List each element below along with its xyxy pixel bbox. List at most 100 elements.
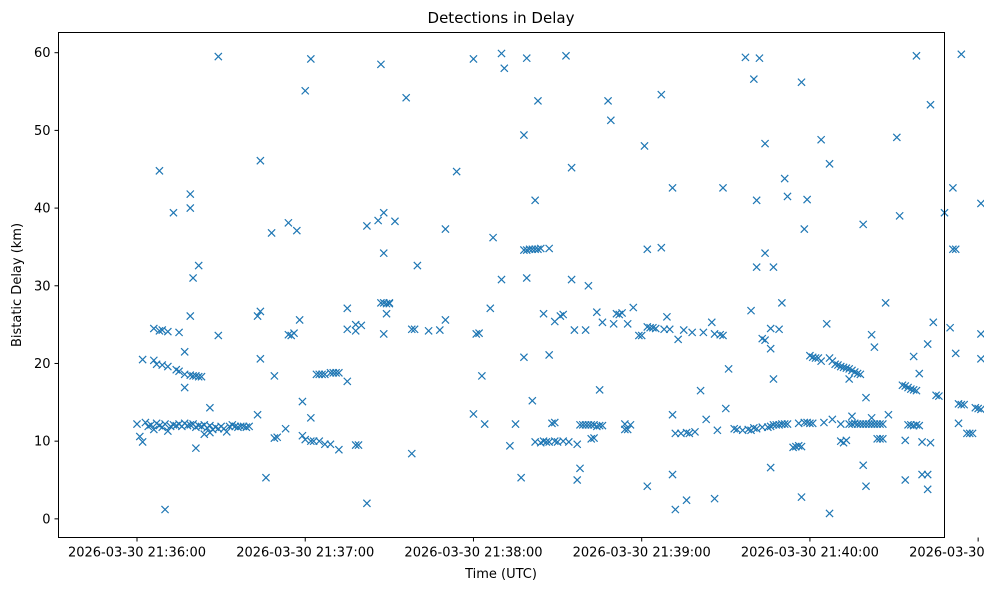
data-point-225 xyxy=(637,331,646,340)
data-point-84 xyxy=(273,433,282,442)
data-point-70 xyxy=(169,208,178,217)
data-point-128 xyxy=(379,208,388,217)
data-point-110 xyxy=(326,440,335,449)
data-point-172 xyxy=(531,196,540,205)
data-point-288 xyxy=(747,306,756,315)
data-point-47 xyxy=(175,367,184,376)
data-point-296 xyxy=(766,324,775,333)
data-point-0 xyxy=(132,420,142,429)
data-point-68 xyxy=(205,403,214,412)
data-point-182 xyxy=(550,437,559,446)
data-point-286 xyxy=(808,419,817,428)
data-point-129 xyxy=(379,329,388,338)
y-tick-label-0: 0 xyxy=(42,512,50,527)
data-point-203 xyxy=(595,421,604,430)
data-point-179 xyxy=(545,350,554,359)
y-tick-label-6: 60 xyxy=(34,46,51,61)
data-point-287 xyxy=(741,53,750,62)
data-point-117 xyxy=(357,321,366,330)
data-point-407 xyxy=(974,404,983,413)
data-point-386 xyxy=(923,470,932,479)
data-point-398 xyxy=(951,349,960,358)
y-tick-label-3: 30 xyxy=(34,279,51,294)
data-point-355 xyxy=(861,393,871,402)
data-point-234 xyxy=(657,243,666,252)
data-point-214 xyxy=(609,319,618,328)
data-point-404 xyxy=(965,429,974,438)
data-point-192 xyxy=(570,326,579,335)
data-point-45 xyxy=(163,362,172,371)
data-point-177 xyxy=(542,437,551,446)
data-point-147 xyxy=(475,329,484,338)
data-point-85 xyxy=(281,424,290,433)
data-point-390 xyxy=(929,318,938,327)
data-point-132 xyxy=(385,298,394,307)
data-point-217 xyxy=(618,308,627,317)
chart-title: Detections in Delay xyxy=(428,9,575,27)
data-point-224 xyxy=(634,331,643,340)
data-point-90 xyxy=(292,226,301,235)
data-point-127 xyxy=(379,249,388,258)
x-tick-label-5: 2026-03-30 21:41:00 xyxy=(909,546,984,561)
data-point-208 xyxy=(590,434,599,443)
data-point-89 xyxy=(289,329,299,338)
data-point-396 xyxy=(948,245,957,254)
data-point-10 xyxy=(161,420,170,429)
data-point-144 xyxy=(469,54,478,63)
data-point-362 xyxy=(881,298,890,307)
data-point-133 xyxy=(390,217,399,226)
data-point-78 xyxy=(256,354,265,363)
data-point-176 xyxy=(539,309,548,318)
data-point-148 xyxy=(477,371,486,380)
data-point-243 xyxy=(674,335,683,344)
data-point-320 xyxy=(825,159,834,168)
data-point-138 xyxy=(413,261,422,270)
data-point-57 xyxy=(163,327,172,336)
data-point-188 xyxy=(561,51,571,60)
data-point-273 xyxy=(763,423,772,432)
data-point-113 xyxy=(343,325,352,334)
x-axis-label: Time (UTC) xyxy=(464,567,537,582)
data-point-80 xyxy=(261,473,271,482)
data-point-145 xyxy=(469,409,478,418)
data-point-340 xyxy=(847,412,856,421)
data-point-32 xyxy=(222,427,231,436)
data-point-385 xyxy=(923,340,932,349)
data-point-55 xyxy=(155,326,164,335)
data-point-315 xyxy=(817,357,826,366)
data-point-207 xyxy=(587,434,596,443)
data-point-233 xyxy=(657,90,666,99)
data-point-170 xyxy=(528,396,537,405)
data-point-130 xyxy=(382,309,391,318)
data-point-156 xyxy=(511,420,520,429)
data-point-259 xyxy=(718,331,728,340)
data-point-400 xyxy=(957,400,966,409)
data-point-135 xyxy=(407,325,416,334)
data-point-337 xyxy=(842,436,851,445)
data-point-157 xyxy=(517,473,526,482)
data-point-360 xyxy=(875,434,885,443)
data-point-252 xyxy=(699,328,708,337)
data-point-260 xyxy=(718,183,728,192)
data-point-254 xyxy=(707,318,716,327)
data-point-324 xyxy=(831,360,840,369)
data-point-402 xyxy=(957,50,966,59)
data-point-108 xyxy=(315,437,324,446)
data-point-106 xyxy=(334,368,343,377)
data-point-105 xyxy=(332,368,341,377)
data-point-112 xyxy=(343,304,352,313)
data-point-101 xyxy=(318,370,327,379)
data-point-281 xyxy=(783,420,792,429)
data-point-74 xyxy=(161,505,170,514)
data-point-249 xyxy=(688,328,697,337)
data-point-333 xyxy=(856,370,865,379)
data-point-189 xyxy=(564,437,573,446)
data-point-354 xyxy=(861,482,871,491)
data-point-40 xyxy=(245,422,254,431)
data-point-302 xyxy=(783,192,792,201)
data-point-378 xyxy=(912,420,921,429)
plot-frame xyxy=(58,32,945,538)
data-point-186 xyxy=(559,310,568,319)
data-point-295 xyxy=(766,463,775,472)
